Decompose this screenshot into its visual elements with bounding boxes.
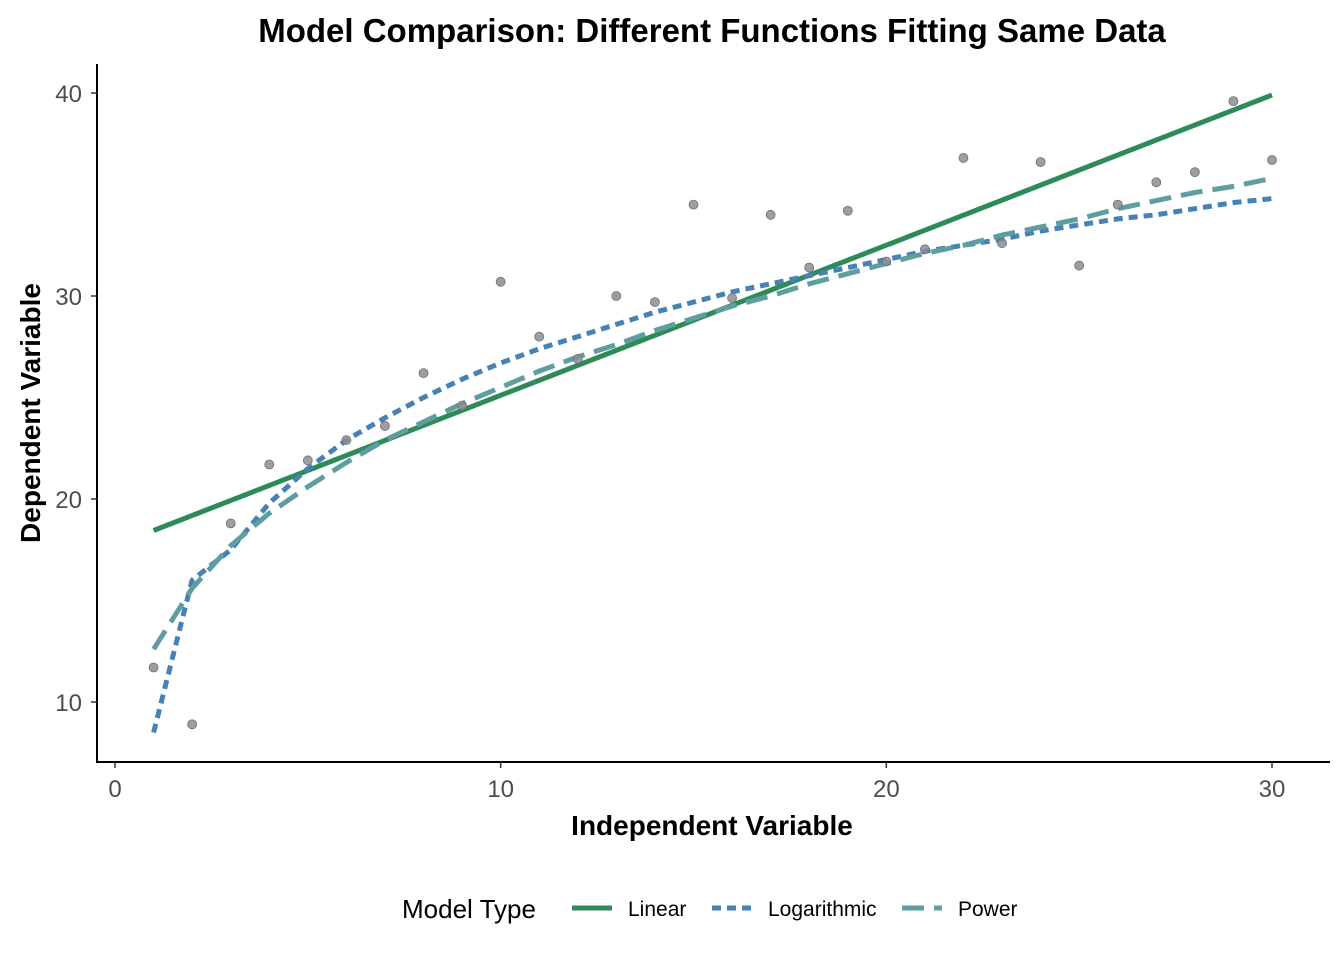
data-point [1228, 96, 1239, 107]
chart-title: Model Comparison: Different Functions Fi… [258, 12, 1166, 49]
data-point [495, 276, 506, 287]
data-point [572, 354, 583, 364]
data-point [1267, 155, 1277, 165]
y-tick-label: 30 [55, 284, 82, 311]
axis-ticks: 0 10 20 30 10 20 30 40 [55, 81, 1285, 803]
x-axis-title: Independent Variable [571, 810, 853, 841]
x-tick-label: 0 [108, 776, 121, 803]
legend: Model Type Linear Logarithmic Power [402, 894, 1018, 924]
y-tick-label: 20 [55, 487, 82, 514]
data-point [920, 244, 930, 255]
series-lines [151, 92, 1273, 734]
data-point [341, 435, 352, 446]
data-point [225, 518, 236, 529]
data-point [881, 256, 892, 267]
data-point [688, 199, 699, 210]
data-point [534, 331, 545, 342]
legend-title: Model Type [402, 894, 536, 924]
data-point [187, 719, 198, 730]
y-tick-label: 40 [55, 81, 82, 108]
data-point [650, 297, 660, 307]
x-tick-label: 10 [487, 776, 514, 803]
y-axis-title: Dependent Variable [15, 283, 46, 543]
plot-area: 0 10 20 30 10 20 30 40 [55, 64, 1330, 803]
data-point [1151, 177, 1162, 188]
data-point [148, 662, 159, 673]
data-point [765, 209, 776, 220]
series-line-logarithmic [151, 196, 1273, 734]
legend-items: Linear Logarithmic Power [572, 898, 1018, 921]
data-point [1074, 260, 1085, 271]
data-point [1035, 157, 1046, 167]
data-point [1112, 199, 1123, 210]
y-tick-label: 10 [55, 690, 82, 717]
data-point [727, 293, 737, 303]
series-line-power [151, 175, 1273, 651]
data-point [1189, 167, 1200, 178]
legend-label-power: Power [958, 898, 1018, 921]
data-point [997, 238, 1007, 249]
data-point [418, 368, 429, 379]
data-point [264, 459, 275, 470]
data-points [148, 96, 1277, 730]
data-point [958, 153, 969, 163]
data-point [611, 291, 622, 301]
data-point [380, 421, 390, 431]
series-line-linear [152, 92, 1273, 533]
x-tick-label: 20 [873, 776, 900, 803]
data-point [302, 455, 313, 466]
legend-label-linear: Linear [628, 898, 686, 921]
x-tick-label: 30 [1259, 776, 1286, 803]
legend-label-logarithmic: Logarithmic [768, 898, 877, 921]
data-point [804, 262, 815, 273]
data-point [842, 205, 853, 216]
data-point [457, 400, 468, 411]
